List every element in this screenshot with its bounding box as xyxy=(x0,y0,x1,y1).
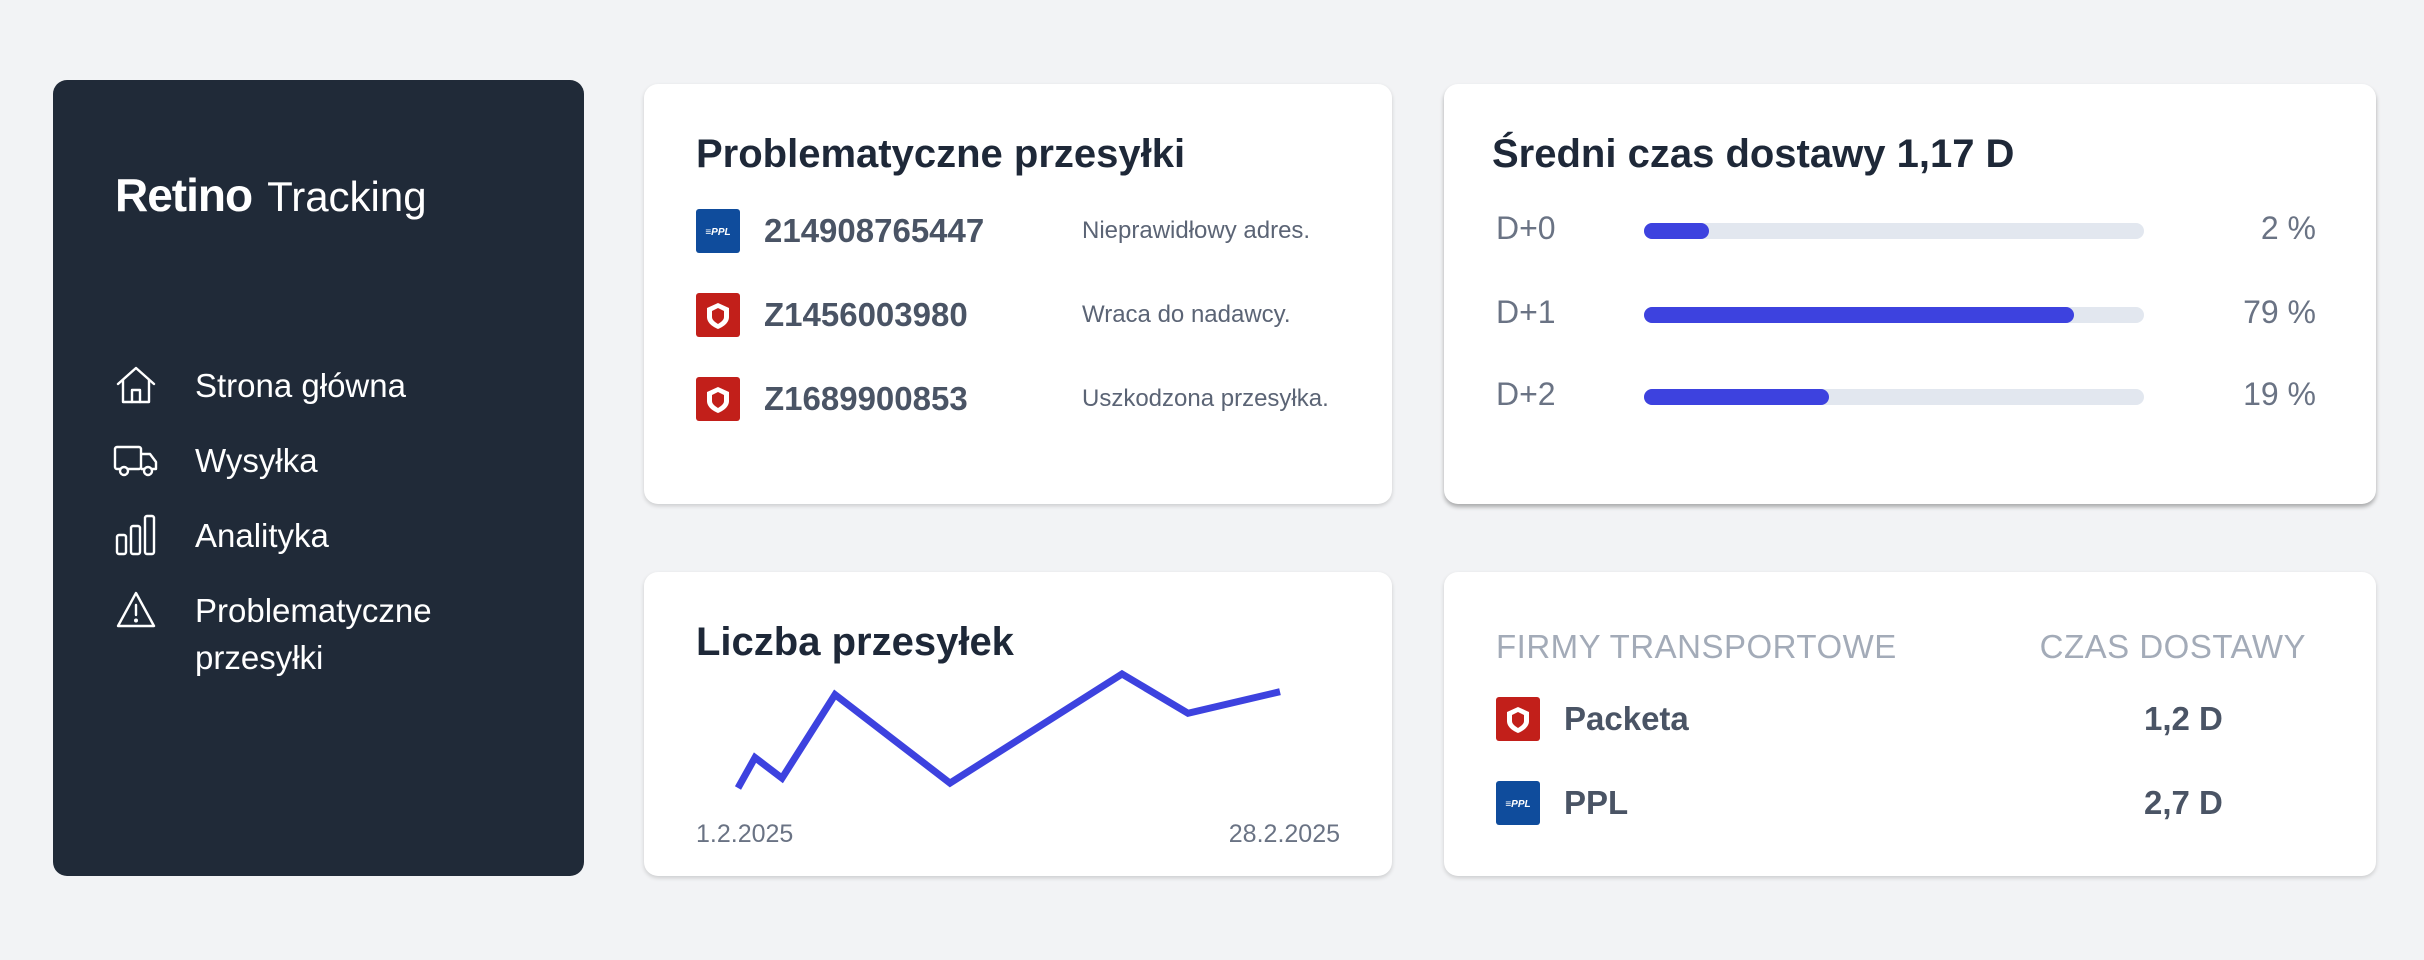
ppl-logo-text: ≡PPL xyxy=(1505,799,1530,810)
delivery-bar-row: D+2 19 % xyxy=(1496,372,2316,416)
problem-message: Nieprawidłowy adres. xyxy=(1082,217,1311,244)
shipment-count-card: Liczba przesyłek 1.2.2025 28.2.2025 xyxy=(644,572,1392,876)
tracking-number[interactable]: 214908765447 xyxy=(764,212,985,249)
table-row[interactable]: Packeta 1,2 D xyxy=(1496,696,2316,742)
problem-row[interactable]: ≡PPL 214908765447 Nieprawidłowy adres. xyxy=(696,208,1362,254)
delivery-bar-label: D+1 xyxy=(1496,294,1556,330)
sidebar-nav: Strona główna Wysyłka Analityka xyxy=(113,362,564,709)
sidebar-item-home[interactable]: Strona główna xyxy=(113,362,564,409)
x-axis-end-label: 28.2.2025 xyxy=(1228,820,1340,848)
progress-track xyxy=(1644,389,2144,405)
carrier-name: Packeta xyxy=(1564,700,1689,737)
sidebar-item-label: Problematyczne przesyłki xyxy=(195,592,432,676)
packeta-logo xyxy=(696,377,740,421)
warning-icon xyxy=(113,587,159,633)
delivery-time-card: Średni czas dostawy 1,17 D D+0 2 % D+1 7… xyxy=(1444,84,2376,504)
problem-row[interactable]: Z1456003980 Wraca do nadawcy. xyxy=(696,292,1362,338)
problem-message: Uszkodzona przesyłka. xyxy=(1082,385,1329,412)
delivery-bar-row: D+0 2 % xyxy=(1496,206,2316,250)
retino-logo: Retino xyxy=(115,168,253,222)
progress-fill xyxy=(1644,307,2074,323)
card-title: Liczba przesyłek xyxy=(696,620,1014,664)
delivery-bar-row: D+1 79 % xyxy=(1496,290,2316,334)
brand-subtitle: Tracking xyxy=(267,173,427,220)
carriers-card: FIRMY TRANSPORTOWE CZAS DOSTAWY Packeta … xyxy=(1444,572,2376,876)
truck-icon xyxy=(113,437,159,483)
table-row[interactable]: ≡PPL PPL 2,7 D xyxy=(1496,780,2316,826)
progress-track xyxy=(1644,223,2144,239)
sidebar: Retino Tracking Strona główna Wysyłka xyxy=(53,80,584,876)
x-axis-start-label: 1.2.2025 xyxy=(696,820,794,848)
ppl-logo: ≡PPL xyxy=(1496,781,1540,825)
ppl-logo: ≡PPL xyxy=(696,209,740,253)
problem-message: Wraca do nadawcy. xyxy=(1082,301,1291,328)
progress-fill xyxy=(1644,223,1709,239)
tracking-number[interactable]: Z1689900853 xyxy=(764,380,968,417)
problem-shipments-card: Problematyczne przesyłki ≡PPL 2149087654… xyxy=(644,84,1392,504)
problem-row[interactable]: Z1689900853 Uszkodzona przesyłka. xyxy=(696,376,1362,422)
sidebar-item-problems[interactable]: Problematyczne przesyłki xyxy=(113,587,564,681)
card-title: Średni czas dostawy 1,17 D xyxy=(1492,132,2015,176)
card-title: Problematyczne przesyłki xyxy=(696,132,1186,176)
ppl-logo-text: ≡PPL xyxy=(705,227,730,238)
home-icon xyxy=(113,362,159,408)
bar-chart-icon xyxy=(113,512,159,558)
delivery-bar-label: D+2 xyxy=(1496,376,1556,412)
delivery-bar-value: 79 % xyxy=(2243,294,2316,330)
column-header-delivery-time: CZAS DOSTAWY xyxy=(2039,628,2306,665)
progress-track xyxy=(1644,307,2144,323)
delivery-bar-label: D+0 xyxy=(1496,210,1556,246)
brand-logo[interactable]: Retino Tracking xyxy=(115,168,427,222)
packeta-logo xyxy=(1496,697,1540,741)
sidebar-item-label: Analityka xyxy=(195,517,329,554)
carrier-name: PPL xyxy=(1564,784,1629,821)
carrier-delivery-time: 1,2 D xyxy=(2144,700,2223,737)
progress-fill xyxy=(1644,389,1829,405)
sidebar-item-analytics[interactable]: Analityka xyxy=(113,512,564,559)
packeta-logo xyxy=(696,293,740,337)
delivery-bar-value: 2 % xyxy=(2260,210,2316,246)
sidebar-item-label: Strona główna xyxy=(195,367,406,404)
retino-logo-text: Retino xyxy=(115,169,253,221)
tracking-number[interactable]: Z1456003980 xyxy=(764,296,968,333)
sidebar-item-shipping[interactable]: Wysyłka xyxy=(113,437,564,484)
shipment-count-line-chart xyxy=(734,669,1281,790)
carrier-delivery-time: 2,7 D xyxy=(2144,784,2223,821)
sidebar-item-label: Wysyłka xyxy=(195,442,318,479)
shipment-count-line xyxy=(734,669,1281,790)
delivery-bar-value: 19 % xyxy=(2243,376,2316,412)
column-header-company: FIRMY TRANSPORTOWE xyxy=(1496,628,1897,665)
